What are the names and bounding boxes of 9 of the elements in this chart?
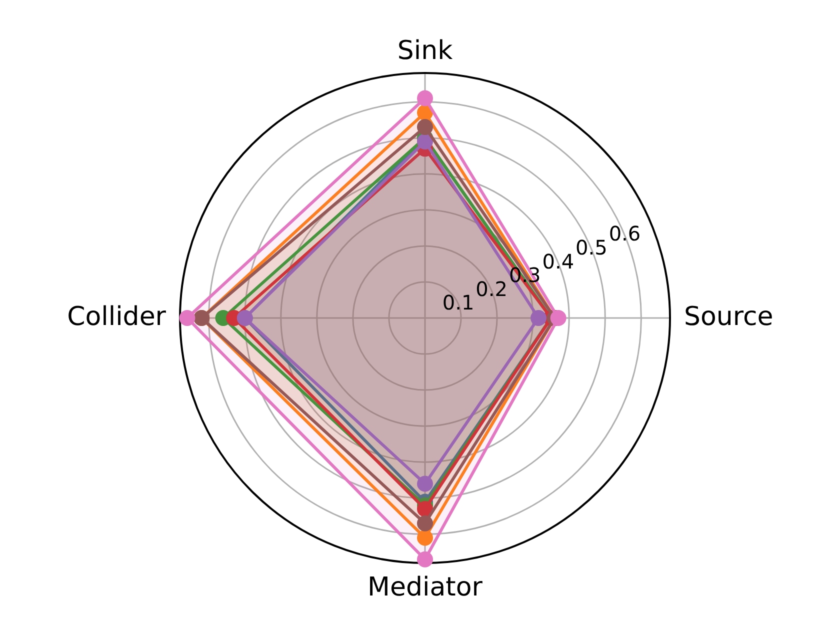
y-tick-label: 0.1 (442, 290, 474, 315)
y-tick-label: 0.4 (542, 249, 574, 274)
y-tick-label: 0.5 (576, 236, 608, 260)
y-tick-label: 0.2 (476, 276, 508, 301)
spoke-label: Source (684, 302, 774, 332)
y-tick-label: 0.6 (608, 222, 641, 246)
spoke-label: Collider (67, 302, 166, 332)
spoke-label: Sink (397, 36, 453, 66)
spoke-label: Mediator (368, 572, 483, 602)
